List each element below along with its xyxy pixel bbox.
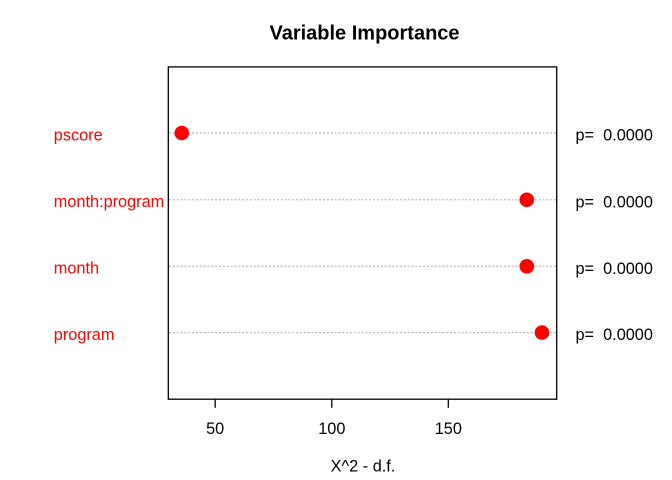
svg-text:Variable Importance: Variable Importance <box>269 23 459 45</box>
svg-text:100: 100 <box>318 420 345 438</box>
svg-text:50: 50 <box>206 420 224 438</box>
svg-text:month:program: month:program <box>54 193 164 211</box>
svg-text:program: program <box>54 326 115 344</box>
svg-text:p= 0.0000: p= 0.0000 <box>576 127 653 145</box>
svg-text:150: 150 <box>435 420 462 438</box>
svg-text:p= 0.0000: p= 0.0000 <box>576 326 653 344</box>
svg-text:pscore: pscore <box>54 126 103 144</box>
svg-text:p= 0.0000: p= 0.0000 <box>576 193 653 211</box>
svg-text:p= 0.0000: p= 0.0000 <box>576 260 653 278</box>
svg-text:X^2 - d.f.: X^2 - d.f. <box>331 458 396 476</box>
svg-text:month: month <box>54 260 99 278</box>
